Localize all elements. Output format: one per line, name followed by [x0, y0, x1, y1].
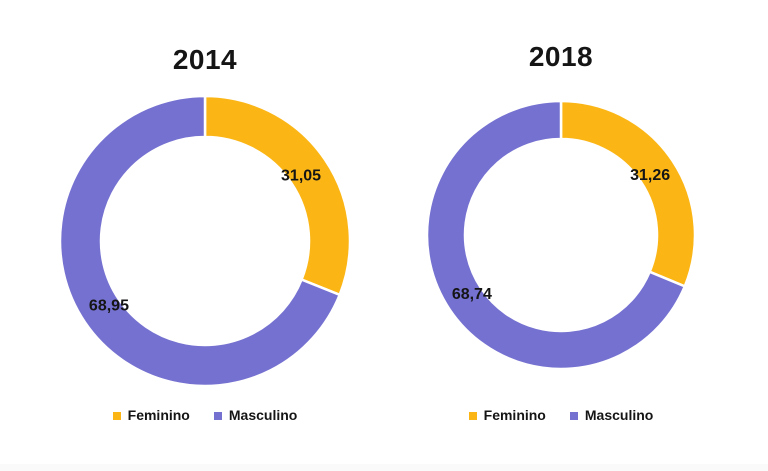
legend-label-feminino: Feminino: [483, 407, 546, 423]
legend-item-feminino: Feminino: [112, 407, 190, 423]
bottom-edge-strip: [0, 464, 768, 471]
slice-feminino: [203, 94, 352, 297]
data-label-masculino: 68,95: [89, 298, 129, 315]
chart-title-2014: 2014: [172, 44, 238, 75]
data-label-masculino: 68,74: [452, 286, 492, 303]
donut-chart-2014: 31,05 68,95: [58, 94, 352, 388]
slice-masculino: [425, 99, 687, 371]
legend-label-masculino: Masculino: [584, 407, 654, 423]
legend-2018: Feminino Masculino: [411, 407, 711, 423]
data-label-feminino: 31,05: [281, 167, 321, 184]
legend-item-feminino: Feminino: [468, 407, 546, 423]
masculino-swatch-icon: [569, 411, 578, 420]
legend-2014: Feminino Masculino: [55, 407, 355, 423]
donut-chart-2018: 31,26 68,74: [425, 99, 697, 371]
legend-label-masculino: Masculino: [228, 407, 298, 423]
chart-title-2018: 2018: [528, 41, 594, 72]
legend-item-masculino: Masculino: [213, 407, 298, 423]
data-label-feminino: 31,26: [630, 167, 670, 184]
legend-item-masculino: Masculino: [569, 407, 654, 423]
feminino-swatch-icon: [468, 411, 477, 420]
masculino-swatch-icon: [213, 411, 222, 420]
legend-label-feminino: Feminino: [127, 407, 190, 423]
slice-feminino: [559, 99, 697, 288]
feminino-swatch-icon: [112, 411, 121, 420]
slice-masculino: [58, 94, 342, 388]
